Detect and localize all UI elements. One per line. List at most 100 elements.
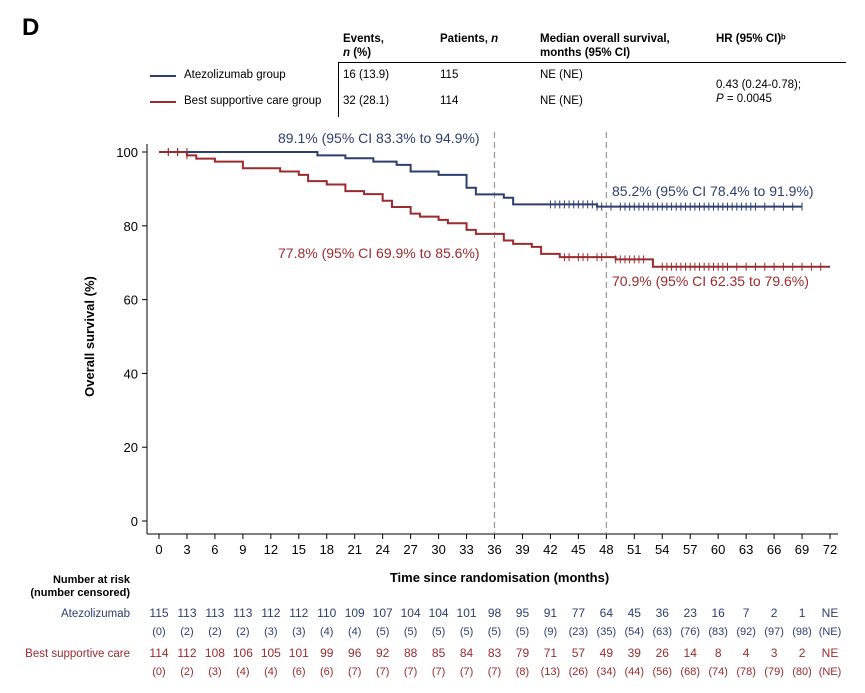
patients-atezolizumab: 115 bbox=[440, 69, 459, 81]
risk-at-risk-value: 16 bbox=[711, 606, 725, 620]
legend-swatch-bsc bbox=[150, 101, 176, 103]
risk-censored-value: (2) bbox=[208, 626, 221, 638]
risk-censored-value: (92) bbox=[736, 626, 756, 638]
risk-censored-value: (7) bbox=[404, 666, 417, 678]
risk-at-risk-value: 101 bbox=[457, 606, 477, 620]
risk-censored-value: (3) bbox=[292, 626, 305, 638]
x-tick-label: 36 bbox=[487, 542, 501, 557]
y-tick-label: 80 bbox=[124, 219, 138, 234]
patients-bsc: 114 bbox=[440, 95, 459, 107]
risk-censored-value: (98) bbox=[792, 626, 812, 638]
risk-at-risk-value: 104 bbox=[401, 606, 421, 620]
risk-censored-value: (63) bbox=[652, 626, 672, 638]
risk-at-risk-value: 79 bbox=[516, 646, 530, 660]
median-bsc: NE (NE) bbox=[540, 95, 583, 107]
risk-censored-value: (4) bbox=[264, 666, 277, 678]
risk-censored-value: (2) bbox=[180, 626, 193, 638]
risk-at-risk-value: 7 bbox=[743, 606, 750, 620]
header-median-line2: months (95% CI) bbox=[540, 47, 631, 59]
risk-censored-value: (4) bbox=[320, 626, 333, 638]
risk-censored-value: (3) bbox=[264, 626, 277, 638]
risk-censored-value: (2) bbox=[180, 666, 193, 678]
risk-at-risk-value: 26 bbox=[656, 646, 670, 660]
risk-at-risk-value: 8 bbox=[715, 646, 722, 660]
risk-at-risk-value: 92 bbox=[376, 646, 390, 660]
risk-censored-value: (3) bbox=[208, 666, 221, 678]
risk-at-risk-value: 105 bbox=[261, 646, 281, 660]
risk-censored-value: (9) bbox=[544, 626, 557, 638]
risk-censored-value: (56) bbox=[652, 666, 672, 678]
risk-at-risk-value: 1 bbox=[799, 606, 806, 620]
risk-at-risk-value: 114 bbox=[149, 646, 168, 660]
risk-censored-value: (26) bbox=[569, 666, 589, 678]
risk-at-risk-value: 39 bbox=[628, 646, 642, 660]
risk-censored-value: (79) bbox=[764, 666, 784, 678]
table-vertical-divider bbox=[338, 62, 339, 117]
risk-censored-value: (5) bbox=[460, 626, 473, 638]
risk-censored-value: (7) bbox=[376, 666, 389, 678]
x-tick-label: 18 bbox=[320, 542, 334, 557]
risk-censored-value: (2) bbox=[236, 626, 249, 638]
risk-censored-value: (0) bbox=[152, 626, 165, 638]
risk-censored-value: (54) bbox=[625, 626, 645, 638]
x-tick-label: 60 bbox=[711, 542, 725, 557]
x-tick-label: 15 bbox=[292, 542, 306, 557]
median-atezolizumab: NE (NE) bbox=[540, 69, 583, 81]
y-tick-label: 40 bbox=[124, 366, 138, 381]
risk-censored-value: (7) bbox=[348, 666, 361, 678]
risk-at-risk-value: 2 bbox=[771, 606, 778, 620]
risk-censored-value: (NE) bbox=[819, 666, 842, 678]
risk-at-risk-value: 45 bbox=[628, 606, 642, 620]
risk-at-risk-value: NE bbox=[822, 606, 839, 620]
risk-censored-value: (97) bbox=[764, 626, 784, 638]
x-tick-label: 24 bbox=[375, 542, 389, 557]
x-tick-label: 0 bbox=[155, 542, 162, 557]
risk-at-risk-value: 23 bbox=[684, 606, 698, 620]
risk-censored-value: (5) bbox=[376, 626, 389, 638]
x-tick-label: 72 bbox=[823, 542, 837, 557]
risk-censored-value: (5) bbox=[516, 626, 529, 638]
series-line-0 bbox=[159, 151, 803, 208]
risk-at-risk-value: 91 bbox=[544, 606, 558, 620]
risk-censored-value: (8) bbox=[516, 666, 529, 678]
x-tick-label: 54 bbox=[655, 542, 669, 557]
x-axis-label: Time since randomisation (months) bbox=[390, 570, 609, 585]
annotation-0: 89.1% (95% CI 83.3% to 94.9%) bbox=[278, 130, 480, 146]
header-median-line1: Median overall survival, bbox=[540, 33, 670, 45]
risk-at-risk-value: 64 bbox=[600, 606, 614, 620]
legend-label-atezolizumab: Atezolizumab group bbox=[184, 69, 286, 81]
risk-at-risk-value: 112 bbox=[177, 646, 196, 660]
risk-at-risk-value: 57 bbox=[572, 646, 586, 660]
y-tick-label: 20 bbox=[124, 440, 138, 455]
risk-censored-value: (35) bbox=[597, 626, 617, 638]
risk-row-label: Best supportive care bbox=[25, 648, 130, 660]
risk-censored-value: (0) bbox=[152, 666, 165, 678]
risk-at-risk-value: 104 bbox=[429, 606, 449, 620]
x-tick-label: 21 bbox=[347, 542, 361, 557]
x-tick-label: 63 bbox=[739, 542, 753, 557]
risk-censored-value: (74) bbox=[708, 666, 728, 678]
x-tick-label: 69 bbox=[795, 542, 809, 557]
series-line-1 bbox=[159, 151, 830, 268]
p-value: P = 0.0045 bbox=[716, 93, 772, 105]
risk-at-risk-value: 115 bbox=[149, 606, 168, 620]
risk-censored-value: (78) bbox=[736, 666, 756, 678]
risk-at-risk-value: 83 bbox=[488, 646, 502, 660]
risk-censored-value: (4) bbox=[348, 626, 361, 638]
summary-table: Events, n (%) Patients, n Median overall… bbox=[150, 28, 850, 118]
risk-at-risk-value: 101 bbox=[289, 646, 309, 660]
legend-label-bsc: Best supportive care group bbox=[184, 95, 322, 107]
x-tick-label: 51 bbox=[627, 542, 641, 557]
risk-at-risk-value: 3 bbox=[771, 646, 778, 660]
risk-censored-value: (7) bbox=[460, 666, 473, 678]
risk-censored-value: (76) bbox=[680, 626, 700, 638]
risk-at-risk-value: 110 bbox=[317, 606, 336, 620]
risk-at-risk-value: 109 bbox=[345, 606, 365, 620]
x-tick-label: 39 bbox=[515, 542, 529, 557]
header-events-line1: Events, bbox=[343, 33, 384, 45]
header-patients: Patients, n bbox=[440, 33, 499, 45]
x-tick-label: 9 bbox=[239, 542, 246, 557]
x-tick-label: 33 bbox=[459, 542, 473, 557]
risk-at-risk-value: 112 bbox=[289, 606, 308, 620]
risk-at-risk-value: NE bbox=[822, 646, 839, 660]
